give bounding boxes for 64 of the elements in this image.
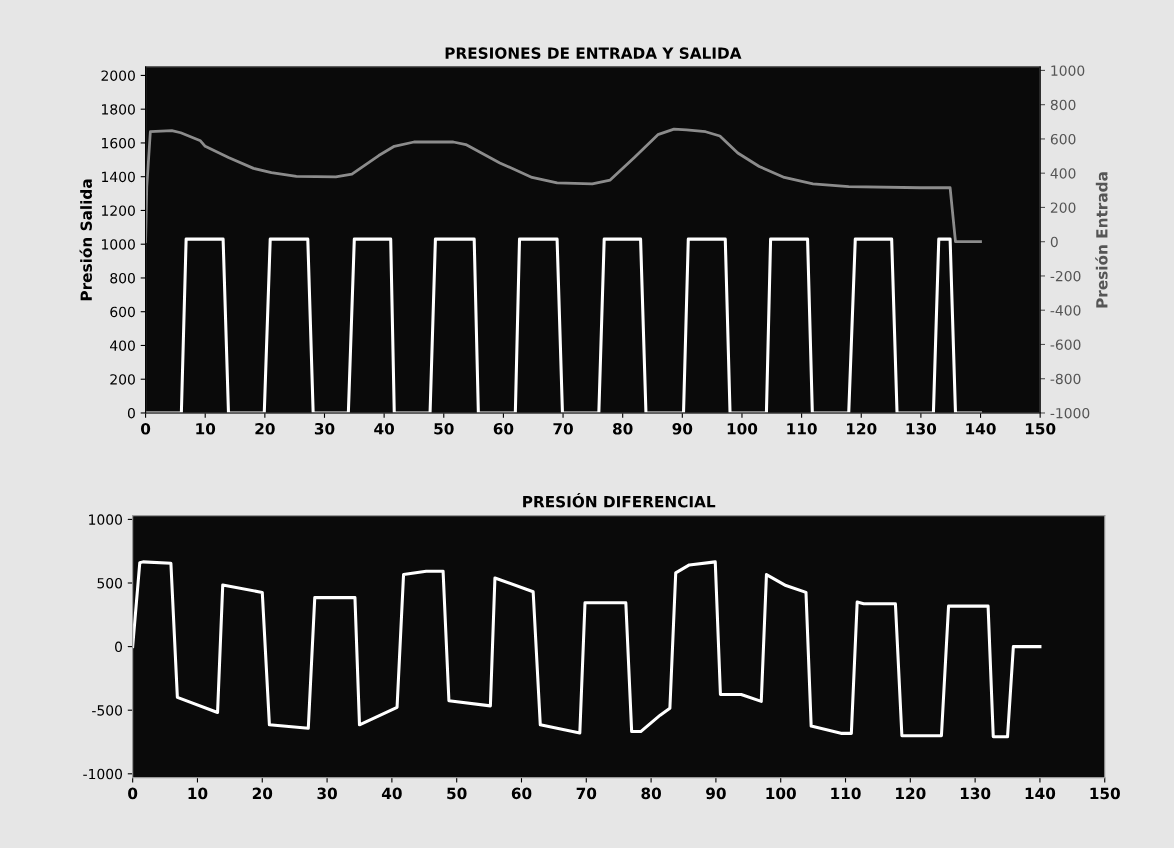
y-tick-label: -500 — [92, 705, 123, 716]
x-tick-label: 140 — [1025, 787, 1056, 800]
y2-tick-label: -400 — [1050, 305, 1081, 316]
x-tick-label: 90 — [672, 422, 693, 435]
y-tick-label: 1000 — [102, 239, 135, 250]
x-tick-label: 100 — [766, 787, 796, 800]
x-tick-label: 40 — [381, 787, 402, 800]
x-tick-label: 10 — [196, 422, 216, 435]
x-tick-label: 110 — [787, 422, 817, 435]
y-tick-label: 400 — [110, 340, 135, 351]
x-tick-label: 150 — [1090, 787, 1120, 800]
x-tick-label: 90 — [706, 787, 726, 800]
y-tick-label: 500 — [97, 577, 123, 589]
chart-title: PRESIÓN DIFERENCIAL — [523, 493, 716, 508]
x-tick-label: 50 — [434, 422, 454, 435]
y-tick-label: 600 — [110, 306, 135, 318]
line-series — [145, 127, 982, 244]
x-tick-label: 0 — [140, 422, 151, 435]
x-tick-label: 50 — [447, 787, 467, 800]
x-tick-label: 70 — [553, 422, 573, 435]
x-tick-label: 30 — [317, 787, 337, 800]
x-tick-label: 100 — [727, 422, 758, 435]
y-tick-label: 1000 — [89, 514, 123, 525]
y-tick-label: 0 — [115, 641, 123, 653]
y-axis-title: Presión Salida — [79, 179, 92, 301]
x-tick-label: 60 — [493, 422, 514, 435]
y2-tick-label: -600 — [1050, 339, 1081, 350]
y2-axis-title: Presión Entrada — [1095, 172, 1108, 308]
x-tick-label: 10 — [188, 787, 208, 800]
y2-tick-label: 200 — [1050, 202, 1076, 213]
x-tick-label: 120 — [847, 422, 877, 435]
y-tick-label: 1800 — [102, 104, 135, 115]
y-tick-label: 800 — [110, 272, 135, 284]
y-tick-label: 1600 — [102, 137, 135, 149]
x-tick-label: 30 — [314, 422, 335, 435]
x-tick-label: 70 — [576, 787, 597, 800]
x-tick-label: 80 — [641, 787, 661, 800]
y2-tick-label: 0 — [1050, 236, 1058, 248]
x-tick-label: 120 — [896, 787, 926, 800]
y2-tick-label: -800 — [1050, 373, 1081, 385]
y-tick-label: 1200 — [102, 205, 135, 216]
y2-tick-label: 1000 — [1051, 65, 1085, 76]
x-tick-label: 40 — [374, 422, 395, 435]
y-tick-label: 0 — [127, 407, 135, 419]
y-tick-label: -1000 — [83, 768, 123, 780]
x-tick-label: 80 — [612, 422, 633, 435]
y-tick-label: 200 — [110, 374, 135, 385]
chart-title: PRESIONES DE ENTRADA Y SALIDA — [445, 47, 742, 59]
y2-tick-label: 800 — [1050, 99, 1076, 111]
y2-tick-label: 400 — [1050, 168, 1076, 179]
y2-tick-label: -200 — [1050, 270, 1081, 282]
x-tick-label: 140 — [966, 422, 996, 435]
y2-tick-label: 600 — [1050, 133, 1076, 145]
x-tick-label: 130 — [906, 422, 937, 435]
x-tick-label: 20 — [252, 787, 273, 800]
x-tick-label: 20 — [255, 422, 275, 435]
y2-tick-label: -1000 — [1050, 407, 1090, 419]
y-tick-label: 1400 — [102, 171, 135, 183]
x-tick-label: 110 — [831, 787, 861, 800]
x-tick-label: 130 — [960, 787, 991, 800]
x-tick-label: 150 — [1025, 422, 1056, 435]
line-series — [132, 560, 1042, 739]
y-tick-label: 2000 — [101, 70, 135, 81]
x-tick-label: 60 — [511, 787, 532, 800]
